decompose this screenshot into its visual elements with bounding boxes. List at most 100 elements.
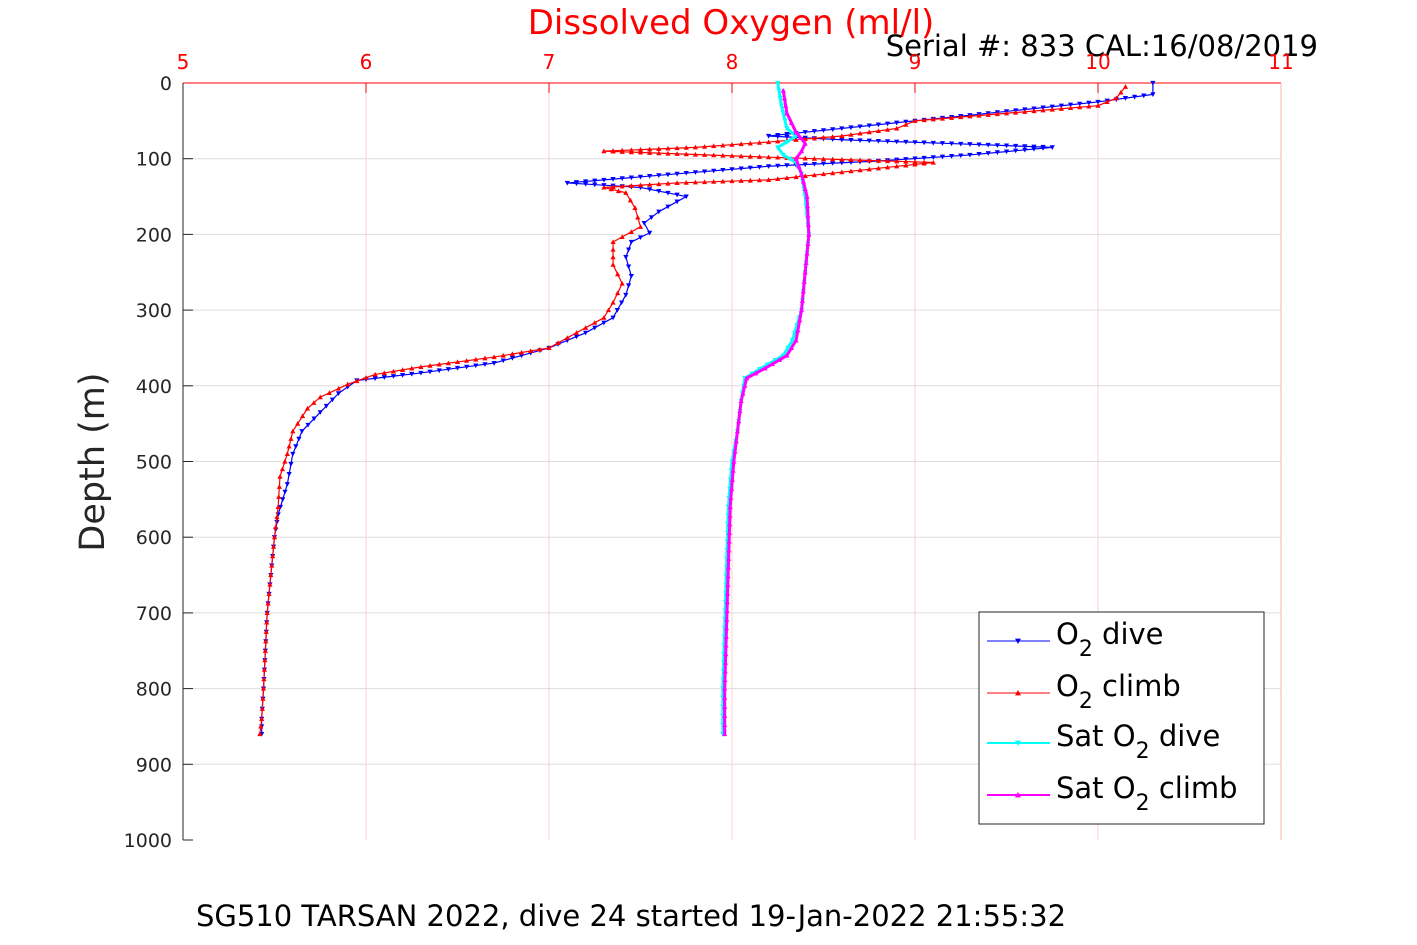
data-point xyxy=(610,254,616,260)
data-point xyxy=(820,156,827,162)
data-point xyxy=(1118,89,1124,95)
legend: O2 dive O2 climb Sat O2 dive Sat O2 climb xyxy=(978,611,1265,825)
data-point xyxy=(573,334,580,340)
data-point xyxy=(464,364,470,370)
data-point xyxy=(764,362,770,368)
data-point xyxy=(290,428,296,434)
data-point xyxy=(804,203,811,209)
data-point xyxy=(725,582,731,587)
data-point xyxy=(1013,143,1019,149)
data-point xyxy=(729,153,735,158)
data-point xyxy=(729,142,735,147)
data-point xyxy=(753,370,759,376)
data-point xyxy=(262,657,268,663)
data-point xyxy=(286,472,292,477)
data-point xyxy=(1104,99,1110,105)
data-point xyxy=(775,176,781,182)
data-point xyxy=(1049,106,1055,112)
data-point xyxy=(811,156,817,161)
series-segment xyxy=(658,195,687,213)
data-point xyxy=(601,177,607,183)
data-point xyxy=(619,176,625,181)
data-point xyxy=(683,194,689,200)
data-point xyxy=(921,159,927,165)
grid-lines xyxy=(183,83,1281,840)
legend-marker xyxy=(1015,690,1021,696)
data-point xyxy=(939,115,946,121)
data-point xyxy=(811,161,817,167)
legend-label: O2 climb xyxy=(1056,669,1181,714)
data-point xyxy=(766,154,772,160)
data-point xyxy=(390,374,397,379)
data-point xyxy=(284,482,290,487)
data-point xyxy=(780,353,786,359)
data-point xyxy=(623,292,629,298)
legend-marker xyxy=(1015,638,1021,644)
data-point xyxy=(778,103,785,109)
data-point xyxy=(482,362,488,367)
data-point xyxy=(798,171,805,176)
data-point xyxy=(839,169,845,175)
data-point xyxy=(830,156,836,162)
series-segment xyxy=(319,392,340,413)
series-segment xyxy=(286,430,294,455)
data-point xyxy=(674,171,680,177)
data-point xyxy=(265,600,271,606)
y-tick-label: 500 xyxy=(136,452,172,474)
data-point xyxy=(329,397,336,403)
data-point xyxy=(985,142,991,148)
legend-label: O2 dive xyxy=(1056,617,1164,662)
data-point xyxy=(269,562,275,568)
data-point xyxy=(804,193,810,199)
data-point xyxy=(1040,107,1046,113)
data-point xyxy=(656,173,662,178)
legend-marker xyxy=(1015,792,1021,798)
data-point xyxy=(723,634,729,639)
series-segment xyxy=(584,317,614,334)
y-tick-label: 0 xyxy=(160,73,172,95)
data-point xyxy=(958,141,964,147)
data-point xyxy=(701,144,708,149)
data-point xyxy=(976,112,982,118)
data-point xyxy=(284,451,290,457)
data-point xyxy=(726,556,732,561)
data-point xyxy=(711,143,717,149)
data-point xyxy=(800,288,806,294)
data-point xyxy=(776,88,782,94)
data-point xyxy=(967,113,973,119)
series-sat-o2-climb xyxy=(722,87,812,737)
series-segment xyxy=(286,453,294,485)
data-point xyxy=(976,142,982,148)
data-point xyxy=(723,625,730,631)
data-point xyxy=(784,163,790,168)
y-tick-labels: 0 100 200 300 400 500 600 700 800 900 1000 xyxy=(124,73,172,852)
series-segment xyxy=(292,407,309,432)
data-point xyxy=(537,346,543,352)
data-point xyxy=(295,421,301,426)
data-point xyxy=(848,125,854,131)
x-tick-label: 10 xyxy=(1085,50,1110,74)
data-point xyxy=(311,400,317,405)
series-segment xyxy=(548,332,578,349)
data-point xyxy=(683,145,689,150)
data-point xyxy=(793,137,799,142)
data-point xyxy=(266,591,272,597)
series-segment xyxy=(739,376,749,403)
series-segment xyxy=(735,399,743,433)
data-point xyxy=(806,231,812,237)
data-point xyxy=(656,209,662,215)
data-point xyxy=(857,138,863,144)
data-point xyxy=(769,361,775,367)
data-point xyxy=(641,220,647,226)
y-tick-label: 300 xyxy=(136,300,172,322)
data-point xyxy=(804,250,810,256)
data-point xyxy=(518,353,525,359)
data-point xyxy=(1150,92,1156,97)
data-point xyxy=(409,371,415,377)
data-point xyxy=(784,134,790,140)
data-point xyxy=(335,385,342,391)
data-point xyxy=(780,87,786,93)
data-point xyxy=(363,375,369,380)
data-point xyxy=(766,177,772,182)
